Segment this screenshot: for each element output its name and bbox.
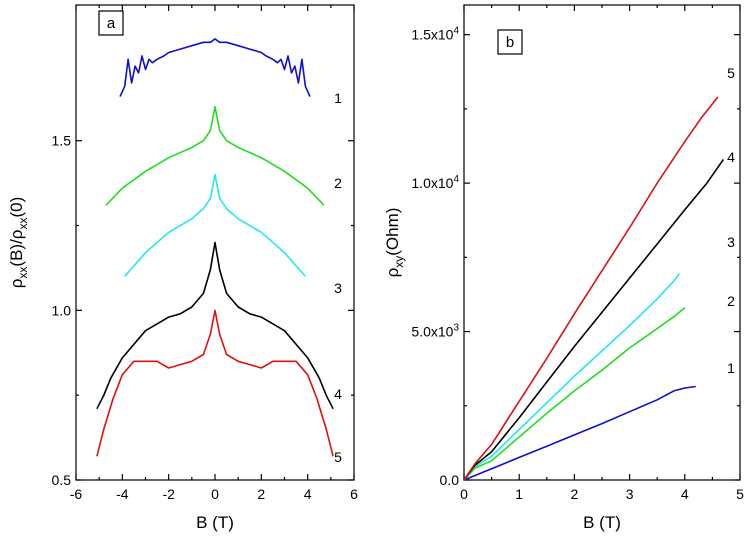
y-tick-label: 0.0 xyxy=(440,472,460,488)
x-tick-label: 0 xyxy=(211,486,219,502)
panel-label-box xyxy=(98,10,124,36)
series-line-2 xyxy=(463,307,686,481)
series-line-4 xyxy=(96,241,334,410)
series-line-2 xyxy=(105,106,325,206)
panel-label: b xyxy=(506,34,514,51)
y-tick-label: 1.0 xyxy=(52,302,72,318)
y-tick-label: 1.5 xyxy=(52,133,72,149)
x-tick-label: 4 xyxy=(304,486,312,502)
curve-label-4: 4 xyxy=(334,386,342,402)
curve-label-2: 2 xyxy=(727,293,735,309)
series-line-3 xyxy=(463,273,680,481)
x-axis-title: B (T) xyxy=(196,513,234,532)
x-tick-label: 4 xyxy=(681,486,689,502)
series-line-1 xyxy=(463,385,696,481)
panel-label: a xyxy=(107,15,116,32)
x-axis-title: B (T) xyxy=(583,513,621,532)
curve-label-1: 1 xyxy=(334,90,342,106)
x-tick-label: 2 xyxy=(571,486,579,502)
y-axis-title: ρxy​(Ohm) xyxy=(383,208,406,278)
series-line-4 xyxy=(463,158,725,481)
y-tick-label: 1.0x104 xyxy=(411,174,459,191)
panel-b: 0 1 2 3 4 5 0.0 5.0x103 1.0x104 1.5x104 1 2 3 4 5 B (T)… xyxy=(383,4,744,532)
curve-label-3: 3 xyxy=(334,280,342,296)
x-tick-label: -2 xyxy=(162,486,175,502)
series-line-1 xyxy=(119,38,311,97)
panel-a: -6 -4 -2 0 2 4 6 0.5 1.0 1.5 1 2 3 4 5 B (T) ρxx​(B)/ρxx… xyxy=(7,4,358,532)
curve-label-3: 3 xyxy=(727,234,735,250)
x-tick-label: 3 xyxy=(626,486,634,502)
plot-frame xyxy=(463,4,741,481)
series-line-5 xyxy=(463,96,719,481)
series-line-3 xyxy=(124,173,307,277)
y-tick-label: 1.5x104 xyxy=(411,26,459,43)
curve-label-5: 5 xyxy=(727,65,735,81)
panel-label-box xyxy=(497,29,523,55)
y-tick-label: 0.5 xyxy=(52,472,72,488)
series-line-5 xyxy=(96,309,334,457)
x-tick-label: 1 xyxy=(515,486,523,502)
x-tick-label: 0 xyxy=(460,486,468,502)
x-tick-label: -6 xyxy=(70,486,83,502)
y-axis-title: ρxx​(B)/ρxx​(0) xyxy=(7,197,30,289)
x-tick-label: -4 xyxy=(116,486,129,502)
y-tick-label: 5.0x103 xyxy=(411,323,459,340)
curve-label-4: 4 xyxy=(727,149,735,165)
curve-label-1: 1 xyxy=(727,360,735,376)
curve-label-2: 2 xyxy=(334,175,342,191)
x-tick-label: 2 xyxy=(257,486,265,502)
x-tick-label: 6 xyxy=(350,486,358,502)
x-tick-label: 5 xyxy=(736,486,744,502)
curve-label-5: 5 xyxy=(334,449,342,465)
